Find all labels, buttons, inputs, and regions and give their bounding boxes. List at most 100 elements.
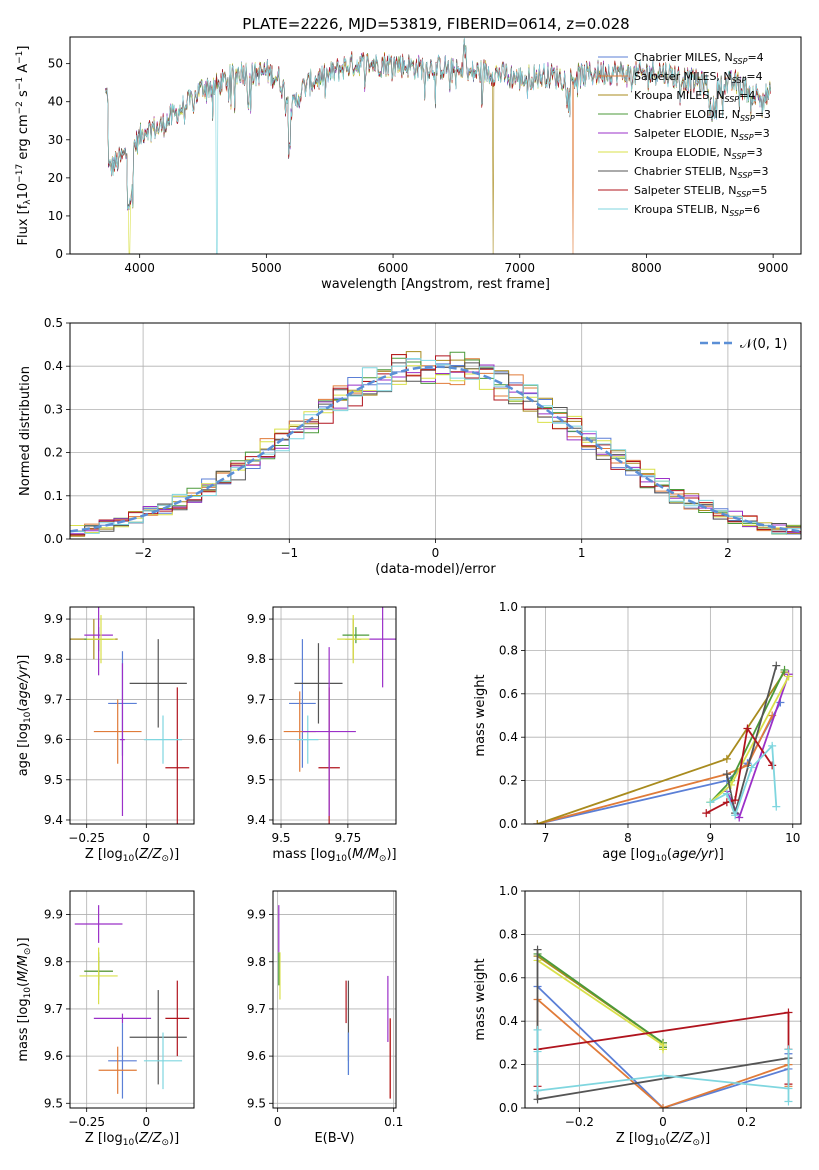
- histogram-kroupa-stelib: [70, 358, 801, 534]
- y-tick-label: 9.6: [247, 1049, 266, 1063]
- legend-series-name: Salpeter STELIB, N: [634, 184, 736, 197]
- y-tick-label: 20: [48, 171, 63, 185]
- axes-frame: [524, 606, 802, 825]
- y-tick-label: 0: [55, 247, 63, 261]
- weight-marker-kroupa-miles: [722, 754, 731, 763]
- x-tick-label: 0: [659, 1115, 667, 1129]
- legend-label-kroupa-elodie: Kroupa ELODIE, NSSP=3: [634, 146, 763, 161]
- y-tick-label: 9.9: [247, 612, 266, 626]
- label-part: )]: [169, 847, 179, 862]
- label-part: wavelength [Angstrom, rest frame]: [321, 277, 550, 292]
- legend-ssp-count: =4: [746, 70, 762, 83]
- label-part: age [log: [16, 723, 31, 776]
- legend-ssp-count: =3: [754, 127, 770, 140]
- axes-frame: [69, 606, 195, 825]
- label-part: ⊙: [161, 1138, 169, 1148]
- y-tick-label: 0.2: [44, 446, 63, 460]
- y-tick-label: 9.6: [44, 1049, 63, 1063]
- weight-marker-kroupa-elodie: [784, 672, 793, 681]
- label-part: (: [347, 847, 352, 862]
- legend-label-kroupa-miles: Kroupa MILES, NSSP=4: [634, 89, 755, 104]
- label-part: Normed distribution: [18, 366, 33, 496]
- weight-marker-chabrier-stelib: [533, 1095, 542, 1104]
- weight-marker-kroupa-stelib: [533, 1025, 542, 1034]
- x-tick-label: 0: [274, 1115, 282, 1129]
- label-part: Z [log: [616, 1131, 654, 1146]
- legend-ssp-count: =4: [747, 51, 763, 64]
- y-tick-label: 9.5: [247, 773, 266, 787]
- label-part: M/M: [16, 955, 31, 982]
- x-tick-label: 8000: [631, 261, 662, 275]
- label-part: )]: [714, 847, 724, 862]
- y-tick-label: 9.6: [44, 733, 63, 747]
- label-part: age/yr: [16, 663, 31, 706]
- x-tick-label: 7: [542, 831, 550, 845]
- y-tick-label: 9.5: [44, 1096, 63, 1110]
- weight-marker-salpeter-stelib: [784, 1008, 793, 1017]
- label-part: ⊙: [692, 1138, 700, 1148]
- panel-mass-vs-Z: −0.25 09.59.69.79.89.9Z [log10(Z/Z⊙)]mass…: [16, 890, 195, 1148]
- legend-series-name: Salpeter MILES, N: [634, 70, 732, 83]
- legend-subscript: SSP: [736, 190, 751, 199]
- x-tick-label: 1: [578, 546, 586, 560]
- legend-ssp-count: =5: [751, 184, 767, 197]
- x-tick-label: −0.25: [68, 831, 105, 845]
- legend-subscript: SSP: [732, 152, 747, 161]
- legend-series-name: Chabrier ELODIE, N: [634, 108, 740, 121]
- spectrum-line-kroupa-stelib: [105, 37, 771, 254]
- label-part: λ: [23, 199, 33, 205]
- x-tick-label: 0: [432, 546, 440, 560]
- weight-marker-kroupa-stelib: [784, 1084, 793, 1093]
- label-part: 10: [654, 1138, 666, 1148]
- axes-frame: [524, 890, 802, 1109]
- legend-subscript: SSP: [729, 209, 744, 218]
- label-part: (data-model)/error: [375, 562, 496, 577]
- legend-subscript: SSP: [740, 114, 755, 123]
- legend-series-name: Kroupa ELODIE, N: [634, 146, 732, 159]
- legend-ssp-count: =3: [752, 165, 768, 178]
- label-part: (: [16, 707, 31, 712]
- label-part: (: [134, 1131, 139, 1146]
- y-tick-label: 0.4: [499, 730, 518, 744]
- label-part: Z/Z: [138, 847, 162, 862]
- x-tick-label: 0: [142, 831, 150, 845]
- weight-marker-salpeter-elodie: [735, 813, 744, 822]
- y-tick-label: 9.7: [247, 692, 266, 706]
- weight-marker-kroupa-stelib: [533, 1086, 542, 1095]
- y-tick-label: 50: [48, 57, 63, 71]
- legend-ssp-count: =3: [746, 146, 762, 159]
- spectrum-line-chabrier-stelib: [105, 41, 771, 208]
- y-tick-label: 9.9: [44, 908, 63, 922]
- label-part: Flux [f: [16, 204, 31, 245]
- plot-area: [105, 37, 771, 254]
- legend-ssp-count: =6: [744, 203, 760, 216]
- y-tick-label: 0.5: [44, 316, 63, 330]
- label-part: E(B-V): [314, 1131, 354, 1146]
- y-tick-label: 0.0: [499, 1101, 518, 1115]
- x-axis-label: wavelength [Angstrom, rest frame]: [321, 277, 550, 292]
- y-axis-label: age [log10(age/yr)]: [16, 655, 33, 777]
- weight-marker-kroupa-stelib: [731, 811, 740, 820]
- weight-marker-chabrier-stelib: [722, 770, 731, 779]
- x-axis-label: (data-model)/error: [375, 562, 496, 577]
- axes-frame: [69, 36, 802, 255]
- axes-frame: [69, 322, 802, 540]
- x-axis-label: Z [log10(Z/Z⊙)]: [85, 847, 179, 864]
- figure-title: PLATE=2226, MJD=53819, FIBERID=0614, z=0…: [242, 15, 629, 33]
- y-tick-label: 9.6: [247, 733, 266, 747]
- y-tick-label: 9.5: [44, 773, 63, 787]
- x-axis-label: mass [log10(M/M⊙)]: [272, 847, 396, 864]
- y-tick-label: 9.9: [44, 612, 63, 626]
- x-tick-label: 4000: [124, 261, 155, 275]
- y-tick-label: 0.2: [499, 774, 518, 788]
- plot-area: [74, 905, 190, 1099]
- label-part: Z [log: [85, 847, 123, 862]
- y-axis-label: mass weight: [473, 958, 488, 1040]
- label-part: Z/Z: [138, 1131, 162, 1146]
- axes-frame: [272, 606, 397, 825]
- legend-label-chabrier-elodie: Chabrier ELODIE, NSSP=3: [634, 108, 771, 123]
- label-part: −1: [15, 77, 25, 90]
- weight-marker-kroupa-elodie: [659, 1045, 667, 1054]
- y-tick-label: 0.4: [499, 1014, 518, 1028]
